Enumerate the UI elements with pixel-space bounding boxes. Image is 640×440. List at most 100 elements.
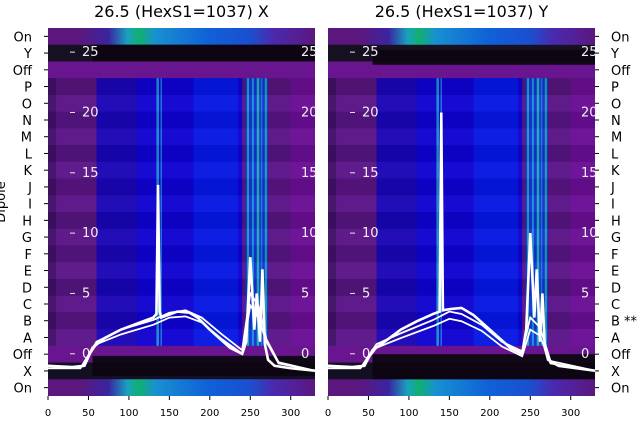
x-tick-label: 150 [440,408,459,419]
row-label: G [22,231,32,246]
heatmap-band [376,78,417,346]
row-label: Off [13,64,33,79]
row-label: N [22,114,32,129]
heatmap-streak [527,78,530,346]
heatmap-texture [48,111,315,129]
heatmap-streak [260,78,263,346]
heatmap-dark-row [92,355,315,376]
x-tick-label: 250 [521,408,540,419]
overlay-y-tick-label: 15 [82,166,99,181]
overlay-y-tick-label: 5 [82,286,90,301]
heatmap-texture [328,195,595,212]
x-tick-label: 0 [45,408,51,419]
row-label: Off [611,64,631,79]
heatmap-streak [544,78,547,346]
heatmap-texture [48,245,315,263]
row-label: Off [611,348,631,363]
heatmap-texture [328,262,595,279]
x-tick-label: 300 [561,408,580,419]
overlay-y-tick-label-right: 15 [301,166,318,181]
row-label: I [611,198,615,213]
overlay-y-tick-label-right: 0 [301,347,309,362]
row-label: X [611,365,620,380]
row-label: M [611,131,622,146]
overlay-y-tick-label: 0 [82,347,90,362]
overlay-y-tick-label: 0 [362,347,370,362]
row-label: M [21,131,32,146]
x-tick-label: 100 [119,408,138,419]
row-label: E [611,265,619,280]
heatmap [48,28,315,396]
x-tick-label: 50 [82,408,95,419]
heatmap-dark-row [372,49,595,65]
row-label: E [24,265,32,280]
heatmap-texture [48,195,315,212]
row-label: J [27,181,32,196]
heatmap-texture [328,78,595,95]
heatmap-streak [436,78,439,346]
heatmap-on-row [360,379,595,396]
overlay-y-tick-label: 15 [362,166,379,181]
row-label: X [23,365,32,380]
overlay-trace [48,290,315,372]
row-label: L [25,147,33,162]
x-tick-label: 200 [200,408,219,419]
row-label: K [23,164,32,179]
overlay-y-tick-label: 20 [82,105,99,120]
overlay-y-tick-label: 5 [362,286,370,301]
x-tick-label: 50 [362,408,375,419]
row-label: On [14,382,32,397]
heatmap-texture [328,212,595,229]
heatmap-band [570,78,595,346]
row-label: H [22,214,32,229]
overlay-y-tick-label-right: 20 [581,105,598,120]
row-label: P [24,81,32,96]
x-tick-label: 150 [160,408,179,419]
heatmap-texture [328,178,595,196]
row-label: A [23,331,32,346]
row-label: Y [610,47,619,62]
heatmap-on-row [80,379,315,396]
row-label: Y [23,47,32,62]
chart-title: 26.5 (HexS1=1037) Y [375,2,549,21]
row-label: H [611,214,621,229]
x-tick-label: 250 [241,408,260,419]
row-label: On [14,30,32,45]
heatmap-streak [540,78,543,346]
x-tick-label: 200 [480,408,499,419]
overlay-y-tick-label: 25 [362,45,379,60]
heatmap-band [473,78,519,346]
heatmap-row [48,61,315,79]
row-label: C [23,298,32,313]
row-label: B [23,315,32,330]
row-label: F [25,248,32,263]
row-label: Off [13,348,33,363]
heatmap-streak [256,78,260,346]
heatmap-row [328,61,595,79]
row-label: J [610,181,615,196]
row-label: On [611,382,629,397]
overlay-y-tick-label-right: 5 [581,286,589,301]
heatmap-streak [160,78,162,346]
heatmap-texture [328,111,595,129]
row-label: O [22,97,32,112]
row-label: P [611,81,619,96]
overlay-y-tick-label-right: 25 [301,45,318,60]
heatmap-band [525,78,549,346]
heatmap-texture [48,212,315,229]
row-label: On [611,30,629,45]
row-label: D [22,281,32,296]
heatmap-texture [328,128,595,145]
overlay-y-tick-label-right: 0 [581,347,589,362]
overlay-y-tick-label-right: 10 [581,226,598,241]
overlay-y-tick-label: 20 [362,105,379,120]
heatmap-on-row [80,28,315,45]
heatmap-streak [531,78,534,346]
x-tick-label: 100 [399,408,418,419]
row-label: N [611,114,621,129]
heatmap-texture [48,329,315,346]
heatmap-texture [48,178,315,196]
heatmap-streak [247,78,250,346]
row-label: K [611,164,620,179]
